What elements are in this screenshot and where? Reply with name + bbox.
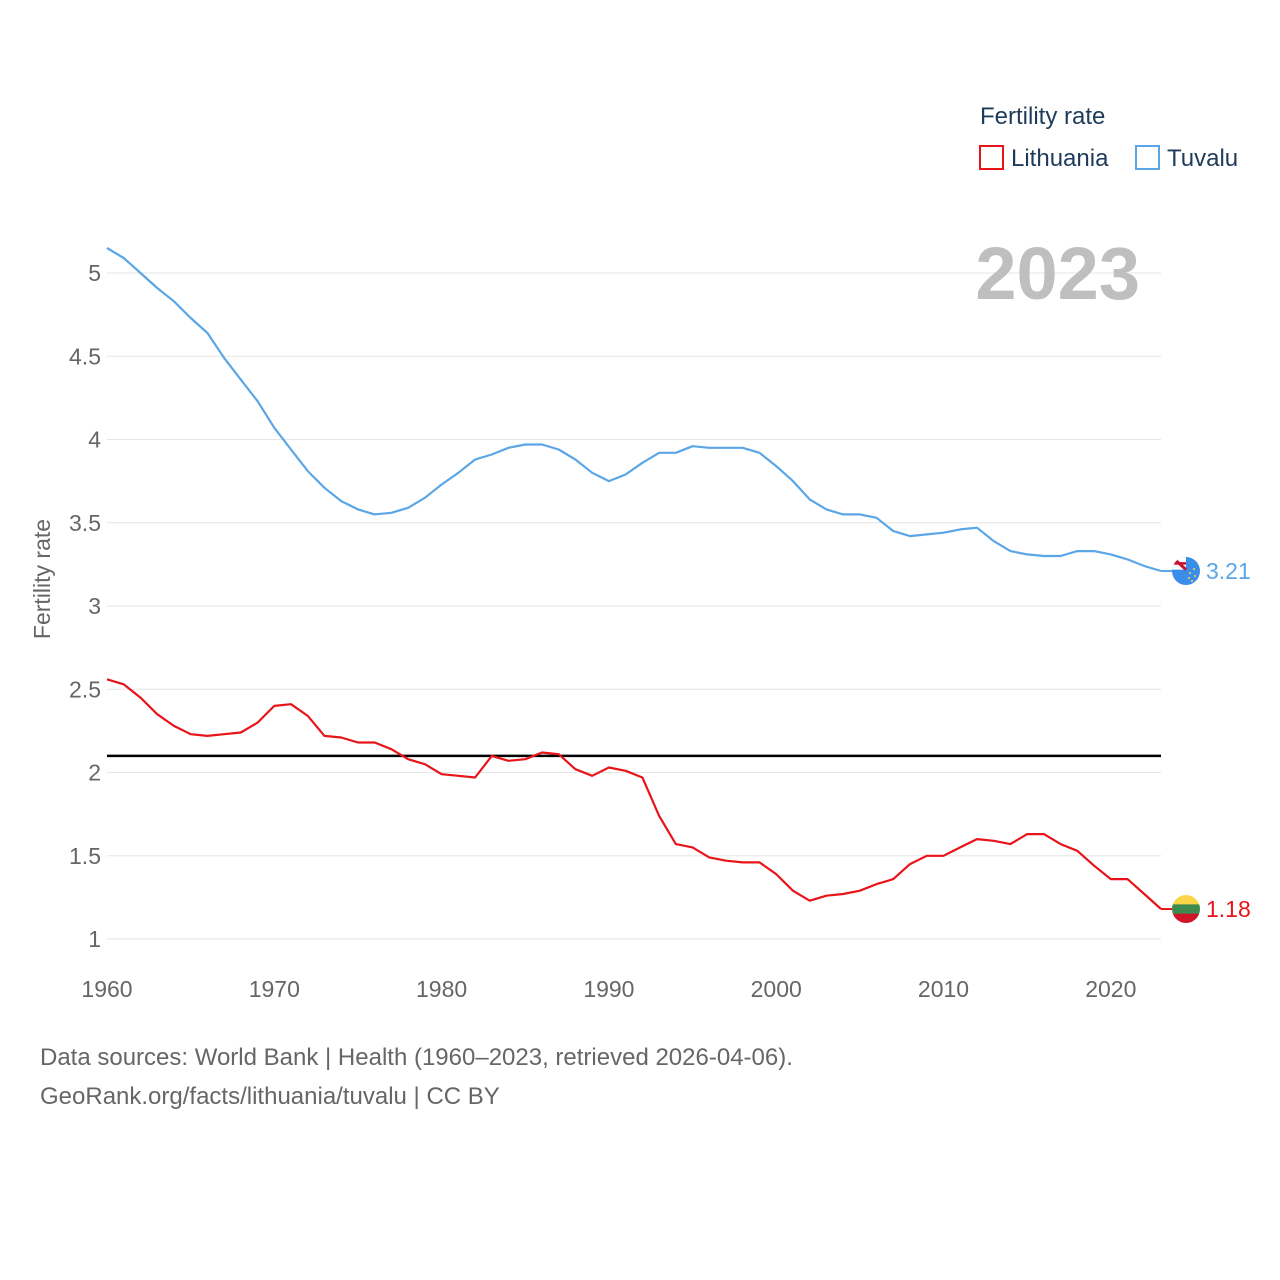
gridlines: [107, 272, 1161, 940]
year-label: 2023: [975, 232, 1140, 315]
y-axis-ticks: 1 1.5 2 2.5 3 3.5 4 4.5 5: [69, 260, 101, 952]
series-line-tuvalu: [106, 247, 1162, 573]
legend: Fertility rate Lithuania Tuvalu: [979, 103, 1238, 172]
lithuania-end-value: 1.18: [1206, 896, 1251, 922]
y-tick-label: 1.5: [69, 843, 101, 869]
tuvalu-flag-icon: [1172, 557, 1200, 586]
y-tick-label: 4: [88, 427, 101, 453]
legend-label-tuvalu[interactable]: Tuvalu: [1167, 145, 1238, 172]
x-tick-label: 1970: [249, 976, 300, 1002]
y-tick-label: 4.5: [69, 343, 101, 369]
source-link[interactable]: GeoRank.org/facts/lithuania/tuvalu | CC …: [40, 1083, 500, 1110]
legend-label-lithuania[interactable]: Lithuania: [1011, 145, 1109, 172]
x-tick-label: 2000: [751, 976, 802, 1002]
x-tick-label: 2010: [918, 976, 969, 1002]
y-tick-label: 1: [88, 926, 101, 952]
x-tick-label: 1990: [583, 976, 634, 1002]
y-tick-label: 2: [88, 760, 101, 786]
legend-title: Fertility rate: [980, 103, 1105, 130]
y-tick-label: 3: [88, 593, 101, 619]
x-tick-label: 1960: [81, 976, 132, 1002]
data-sources-note: Data sources: World Bank | Health (1960–…: [40, 1044, 793, 1071]
y-axis-title: Fertility rate: [29, 519, 55, 639]
y-tick-label: 2.5: [69, 676, 101, 702]
x-tick-label: 2020: [1085, 976, 1136, 1002]
y-tick-label: 3.5: [69, 510, 101, 536]
legend-items: Lithuania Tuvalu: [979, 145, 1238, 172]
y-tick-label: 5: [88, 260, 101, 286]
legend-swatch-lithuania: [979, 145, 1004, 170]
end-markers: 1.18 3.21: [1161, 557, 1251, 924]
series-lines: [106, 247, 1162, 910]
x-axis-ticks: 1960 1970 1980 1990 2000 2010 2020: [81, 976, 1136, 1002]
tuvalu-end-value: 3.21: [1206, 558, 1251, 584]
x-tick-label: 1980: [416, 976, 467, 1002]
legend-swatch-tuvalu: [1135, 145, 1160, 170]
lithuania-flag-icon: [1172, 895, 1200, 924]
series-line-lithuania: [106, 678, 1162, 910]
